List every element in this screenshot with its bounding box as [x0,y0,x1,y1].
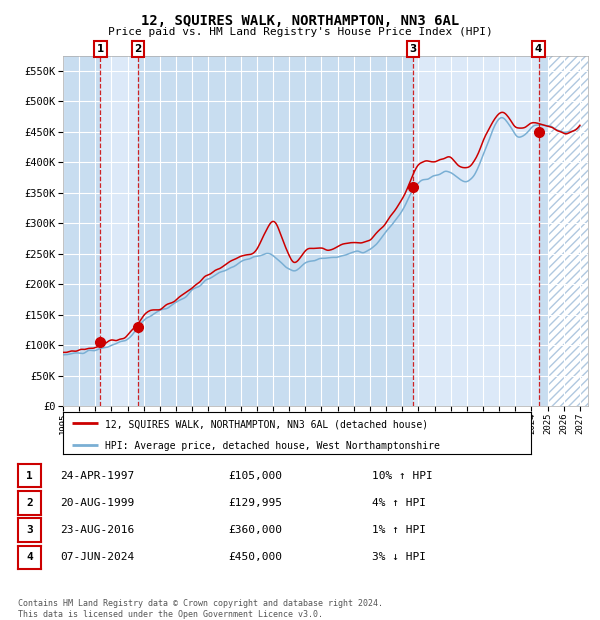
Text: Price paid vs. HM Land Registry's House Price Index (HPI): Price paid vs. HM Land Registry's House … [107,27,493,37]
Text: HPI: Average price, detached house, West Northamptonshire: HPI: Average price, detached house, West… [105,441,440,451]
Text: 07-JUN-2024: 07-JUN-2024 [60,552,134,562]
Bar [548,56,588,406]
Text: 2: 2 [134,44,142,54]
Text: £129,995: £129,995 [228,498,282,508]
Text: 4: 4 [535,44,542,54]
Bar [138,56,413,406]
Text: 1: 1 [26,471,33,480]
Text: 3: 3 [26,525,33,535]
Text: 4: 4 [26,552,33,562]
Text: 4% ↑ HPI: 4% ↑ HPI [372,498,426,508]
Bar [100,56,138,406]
Text: 10% ↑ HPI: 10% ↑ HPI [372,471,433,480]
Text: 12, SQUIRES WALK, NORTHAMPTON, NN3 6AL (detached house): 12, SQUIRES WALK, NORTHAMPTON, NN3 6AL (… [105,419,428,429]
Bar [63,56,100,406]
Text: 1: 1 [97,44,104,54]
Text: Contains HM Land Registry data © Crown copyright and database right 2024.
This d: Contains HM Land Registry data © Crown c… [18,600,383,619]
Bar [413,56,539,406]
Text: £105,000: £105,000 [228,471,282,480]
Text: 24-APR-1997: 24-APR-1997 [60,471,134,480]
Text: 20-AUG-1999: 20-AUG-1999 [60,498,134,508]
Text: 3% ↓ HPI: 3% ↓ HPI [372,552,426,562]
Text: £450,000: £450,000 [228,552,282,562]
Text: 2: 2 [26,498,33,508]
Text: 3: 3 [409,44,416,54]
Bar [548,56,588,406]
Text: 12, SQUIRES WALK, NORTHAMPTON, NN3 6AL: 12, SQUIRES WALK, NORTHAMPTON, NN3 6AL [141,14,459,28]
Text: 23-AUG-2016: 23-AUG-2016 [60,525,134,535]
Text: £360,000: £360,000 [228,525,282,535]
Bar [539,56,548,406]
Text: 1% ↑ HPI: 1% ↑ HPI [372,525,426,535]
